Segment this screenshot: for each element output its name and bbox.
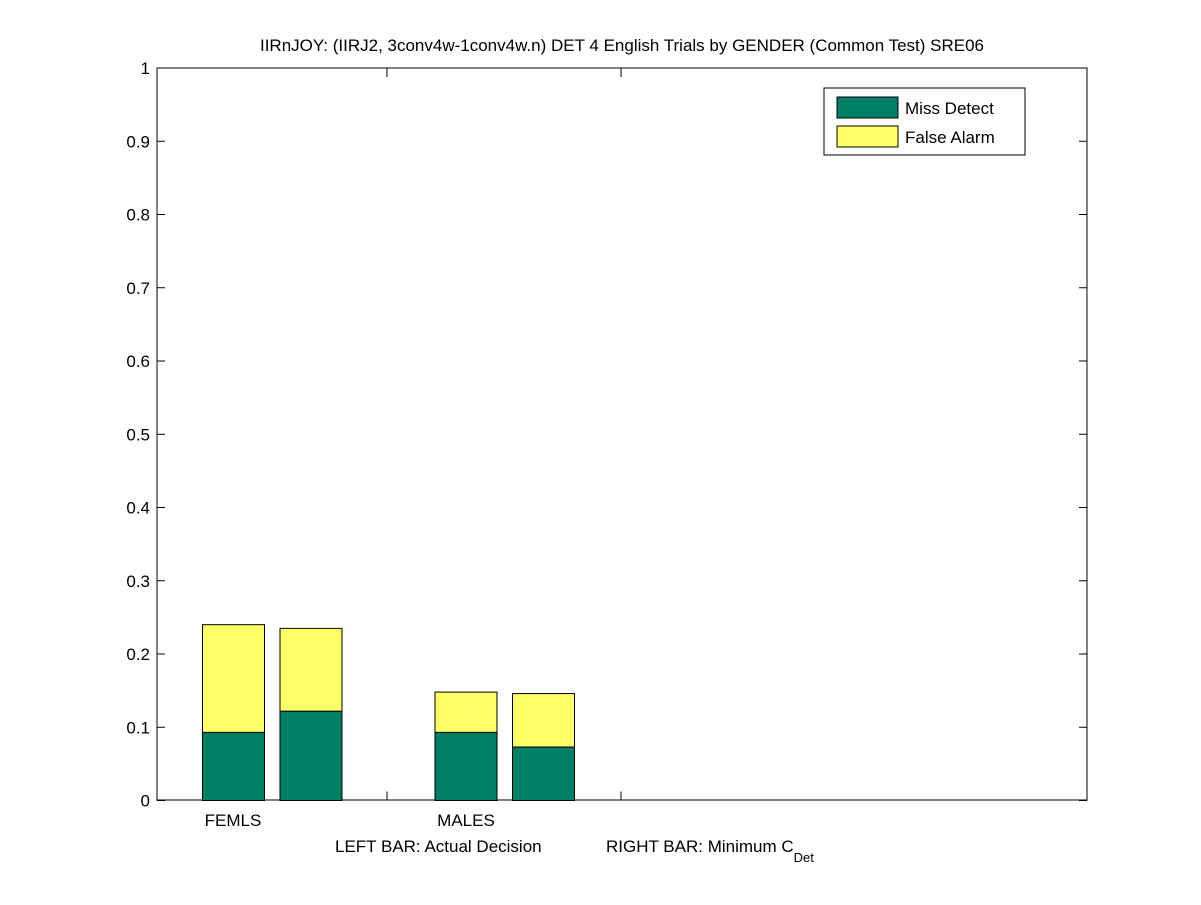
legend-label-false-alarm: False Alarm	[905, 128, 995, 147]
y-tick-label: 0.1	[126, 718, 150, 737]
bar-false-alarm	[512, 693, 575, 748]
bar-miss-detect	[279, 710, 343, 802]
y-tick-label: 0	[141, 792, 150, 811]
bar-false-alarm	[202, 624, 265, 733]
x-group-label: FEMLS	[205, 811, 262, 830]
bar-false-alarm	[434, 691, 498, 733]
legend: Miss Detect False Alarm	[823, 87, 1026, 156]
y-tick-label: 0.9	[126, 132, 150, 151]
chart-title: IIRnJOY: (IIRJ2, 3conv4w-1conv4w.n) DET …	[260, 36, 984, 55]
y-tick-label: 0.8	[126, 206, 150, 225]
y-tick-label: 0.5	[126, 425, 150, 444]
xlabel-right-main: RIGHT BAR: Minimum C	[606, 837, 794, 856]
y-tick-label: 1	[141, 59, 150, 78]
y-tick-label: 0.2	[126, 645, 150, 664]
y-tick-label: 0.4	[126, 499, 150, 518]
x-group-label: MALES	[437, 811, 495, 830]
y-tick-label: 0.6	[126, 352, 150, 371]
bar-false-alarm	[279, 627, 343, 712]
legend-label-miss-detect: Miss Detect	[905, 99, 994, 118]
bar-miss-detect	[202, 731, 265, 801]
legend-swatch-false-alarm	[836, 125, 899, 148]
y-tick-label: 0.3	[126, 572, 150, 591]
xlabel-right: RIGHT BAR: Minimum CDet	[606, 837, 814, 865]
xlabel-right-subscript: Det	[794, 850, 815, 865]
legend-swatch-miss-detect	[836, 96, 899, 119]
bar-miss-detect	[512, 746, 575, 802]
y-tick-label: 0.7	[126, 279, 150, 298]
bar-miss-detect	[434, 731, 498, 801]
xlabel-left: LEFT BAR: Actual Decision	[335, 837, 542, 856]
